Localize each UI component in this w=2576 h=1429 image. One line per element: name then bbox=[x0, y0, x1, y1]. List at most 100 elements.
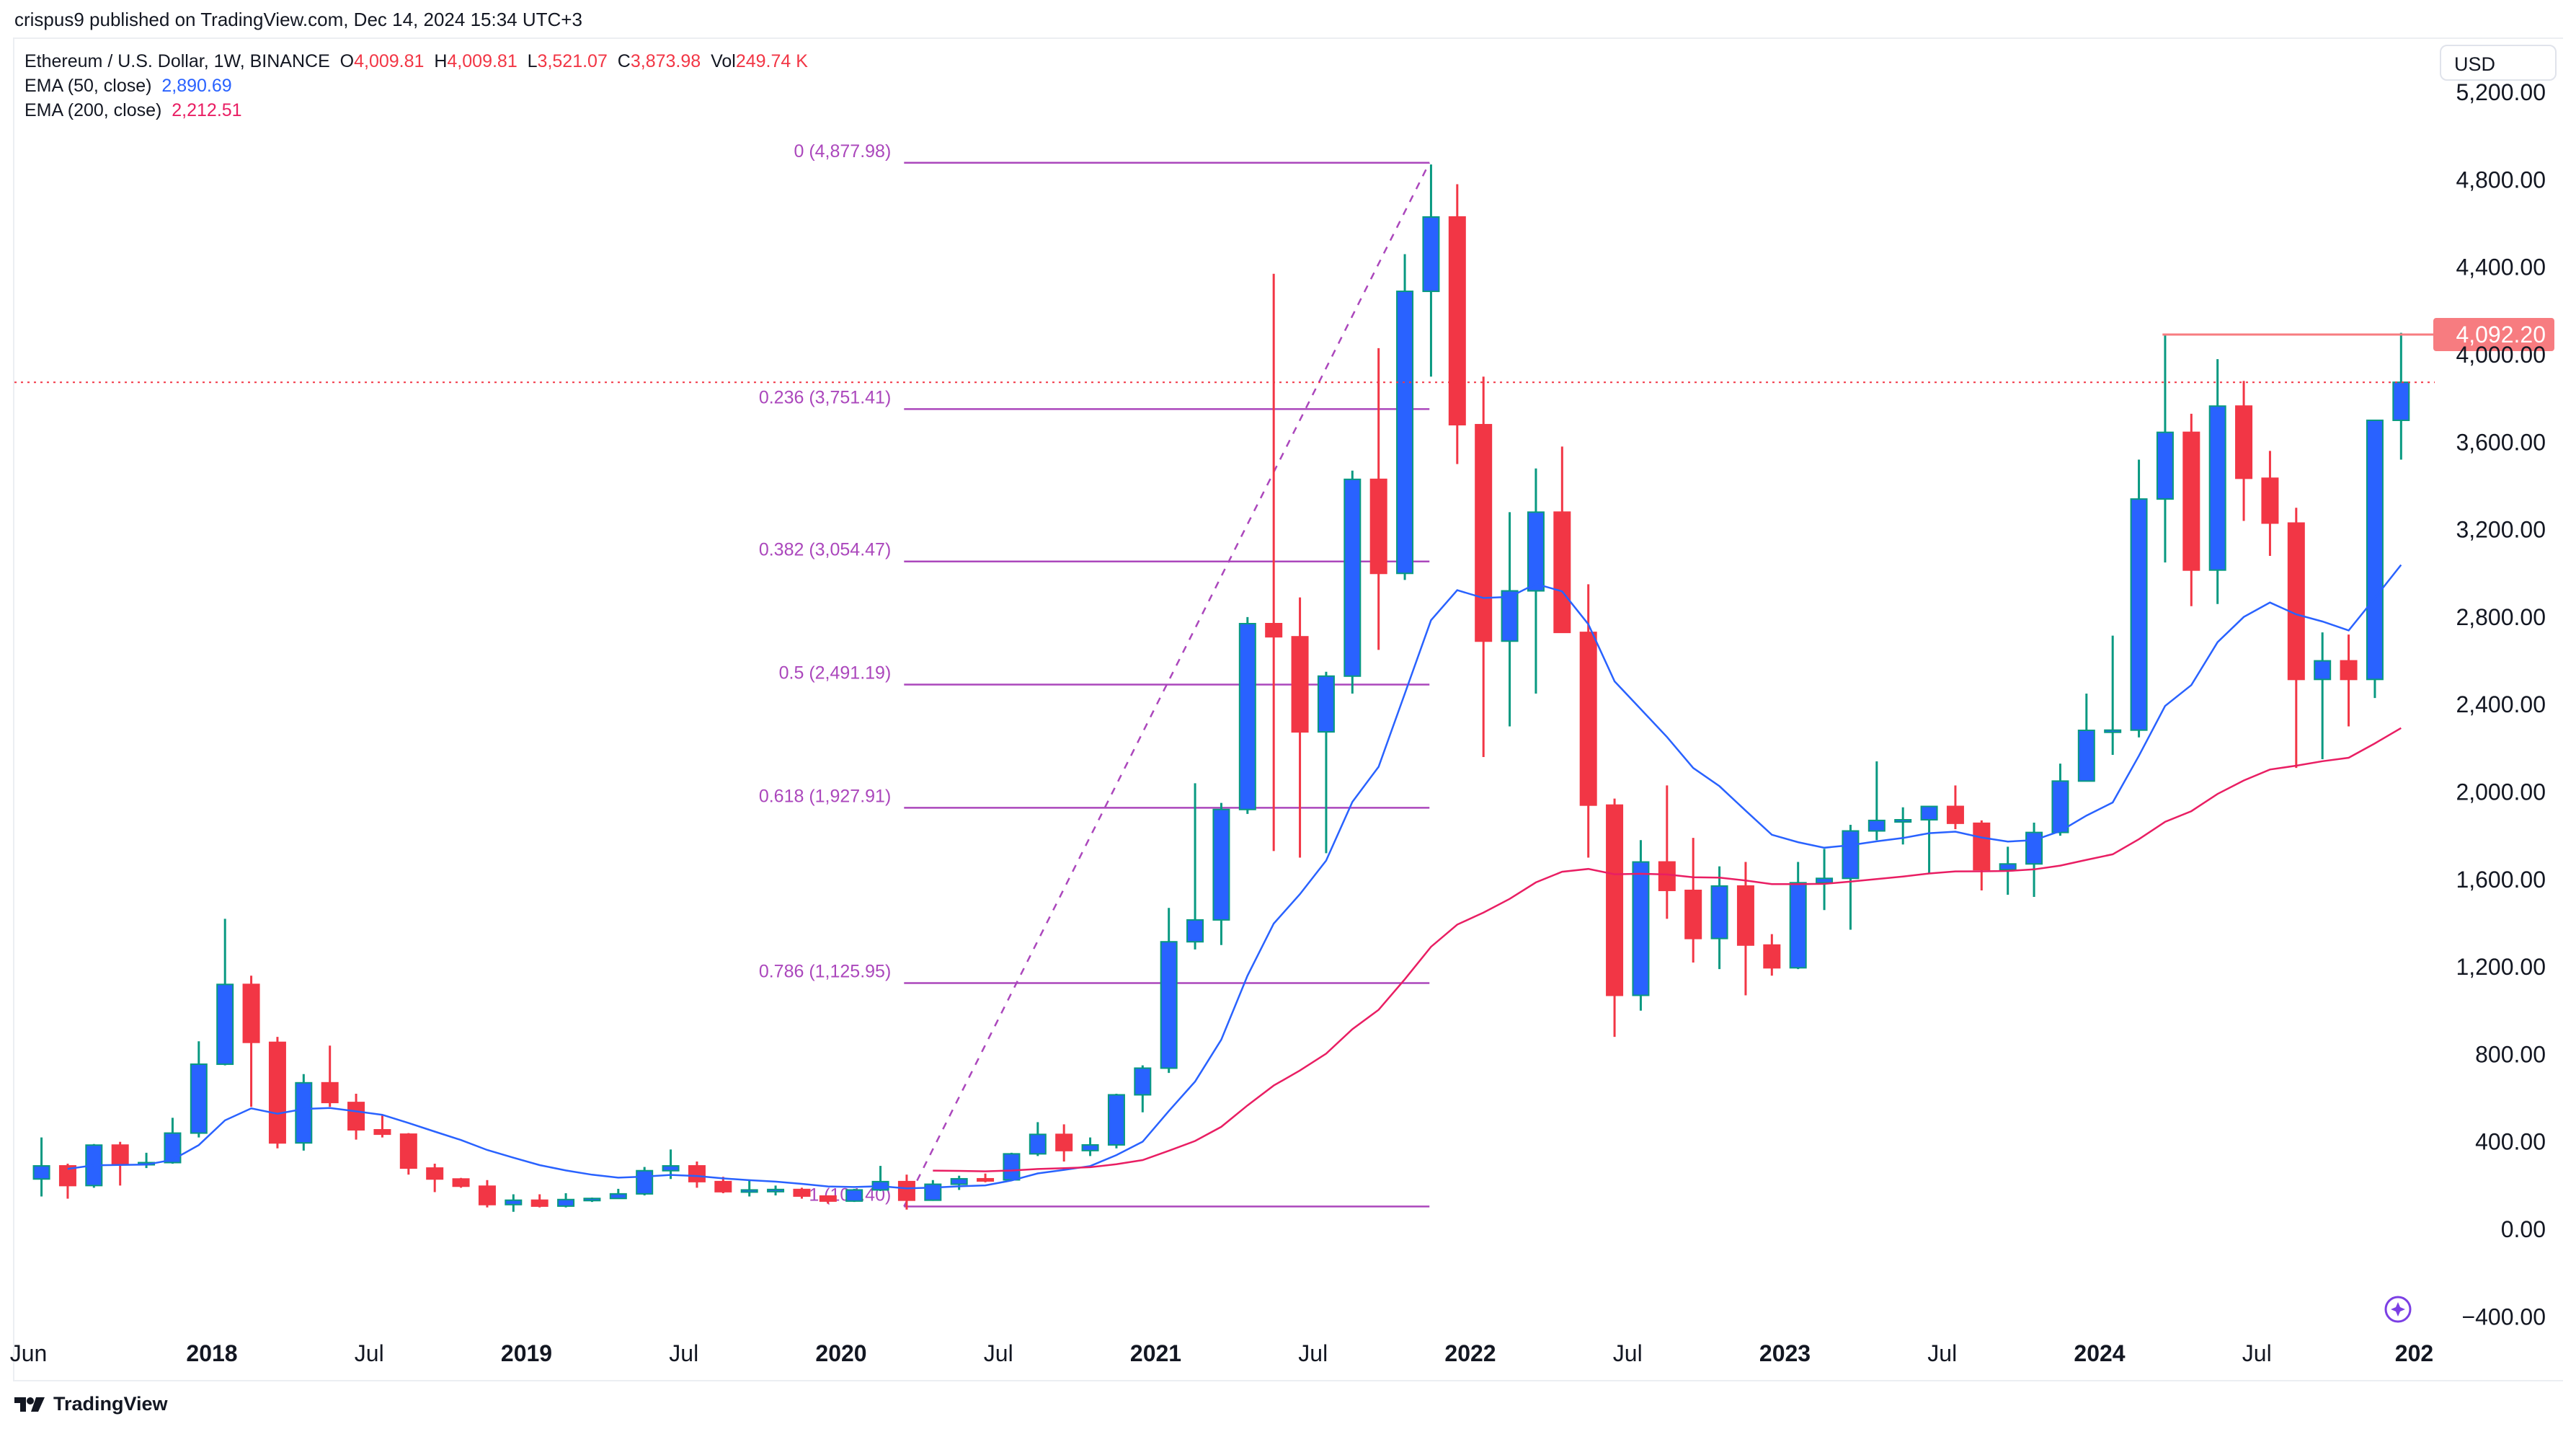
fib-level-label: 0.618 (1,927.91) bbox=[759, 786, 891, 806]
candle-body bbox=[1107, 1094, 1125, 1146]
candle bbox=[1475, 376, 1493, 757]
candle-body bbox=[897, 1180, 915, 1201]
fib-level-label: 0 (4,877.98) bbox=[794, 141, 891, 162]
candle-body bbox=[2235, 405, 2253, 479]
tradingview-logo-text: TradingView bbox=[53, 1393, 168, 1415]
candle-body bbox=[373, 1129, 391, 1136]
candle-body bbox=[2366, 419, 2384, 681]
candle bbox=[321, 1045, 339, 1107]
x-tick-label: Jun bbox=[10, 1340, 48, 1366]
ema50-line bbox=[67, 564, 2402, 1190]
candle-body bbox=[2104, 729, 2122, 733]
candle bbox=[242, 975, 260, 1107]
y-tick-label: 3,600.00 bbox=[2456, 429, 2546, 455]
candle-body bbox=[1763, 944, 1781, 969]
candle bbox=[478, 1180, 496, 1208]
candle bbox=[1212, 802, 1230, 945]
candle bbox=[530, 1194, 548, 1208]
candle-body bbox=[164, 1132, 182, 1164]
compass-icon[interactable] bbox=[2384, 1296, 2412, 1323]
candle-body bbox=[2208, 405, 2226, 571]
ema50-row[interactable]: EMA (50, close) 2,890.69 bbox=[25, 74, 808, 98]
candle-body bbox=[347, 1102, 365, 1131]
candle-body bbox=[1527, 511, 1545, 592]
candle-body bbox=[1396, 291, 1414, 575]
candle bbox=[1710, 866, 1728, 970]
candle-body bbox=[1343, 478, 1362, 677]
currency-button[interactable]: USD bbox=[2440, 45, 2557, 81]
candle bbox=[793, 1187, 811, 1199]
candle-body bbox=[1055, 1133, 1073, 1151]
symbol-row: Ethereum / U.S. Dollar, 1W, BINANCE O4,0… bbox=[25, 49, 808, 74]
ema200-row[interactable]: EMA (200, close) 2,212.51 bbox=[25, 98, 808, 123]
candle-body bbox=[977, 1177, 995, 1182]
candle bbox=[58, 1164, 76, 1199]
chart-frame[interactable] bbox=[13, 37, 2563, 1381]
candle bbox=[2261, 451, 2279, 556]
candle-body bbox=[1973, 822, 1991, 871]
candle-body bbox=[111, 1144, 129, 1165]
fib-level-label: 0.786 (1,125.95) bbox=[759, 962, 891, 982]
candle bbox=[138, 1152, 156, 1169]
candle-body bbox=[2340, 660, 2358, 681]
candle-body bbox=[452, 1178, 470, 1187]
candle-body bbox=[714, 1180, 732, 1193]
candle bbox=[1422, 164, 1440, 377]
candle bbox=[1291, 597, 1309, 858]
candle bbox=[1867, 761, 1886, 841]
candle bbox=[1369, 348, 1387, 650]
candle-body bbox=[1867, 819, 1886, 832]
symbol-name: Ethereum / U.S. Dollar, 1W, BINANCE bbox=[25, 51, 330, 71]
y-tick-label: 0.00 bbox=[2501, 1216, 2546, 1242]
price-axis[interactable]: 5,200.00 4,800.00 4,400.00 4,000.00 3,600.00… bbox=[2456, 79, 2546, 1330]
candle-body bbox=[845, 1189, 863, 1202]
candle-body bbox=[2392, 381, 2410, 421]
candle bbox=[2182, 413, 2200, 606]
candle bbox=[1946, 785, 1964, 830]
candle-body bbox=[688, 1165, 706, 1182]
candle-body bbox=[2182, 431, 2200, 571]
candles bbox=[32, 164, 2410, 1212]
candle bbox=[2366, 419, 2384, 699]
candle-body bbox=[58, 1165, 76, 1187]
candle bbox=[845, 1188, 863, 1203]
candle-body bbox=[295, 1081, 313, 1144]
candle bbox=[1160, 908, 1178, 1074]
candle bbox=[1632, 840, 1650, 1011]
time-axis[interactable]: Jun 2018 Jul 2019 Jul 2020 Jul 2021 Jul 2022 Jul 20… bbox=[10, 1340, 2433, 1366]
candle-body bbox=[530, 1199, 548, 1207]
candle-body bbox=[1632, 861, 1650, 996]
low-label: L bbox=[527, 51, 538, 71]
tradingview-logo[interactable]: TradingView bbox=[14, 1393, 168, 1415]
candle-body bbox=[321, 1081, 339, 1104]
candle-body bbox=[426, 1167, 444, 1180]
candle bbox=[583, 1198, 601, 1203]
candle-body bbox=[1816, 877, 1834, 884]
candle-body bbox=[190, 1063, 208, 1134]
candle-body bbox=[2261, 477, 2279, 524]
candle-body bbox=[557, 1198, 575, 1207]
candle-body bbox=[1317, 675, 1335, 733]
open-label: O bbox=[339, 51, 355, 71]
candle-body bbox=[1186, 919, 1204, 943]
x-tick-label: Jul bbox=[669, 1340, 698, 1366]
ema200-value: 2,212.51 bbox=[172, 100, 242, 120]
resistance-price-badge bbox=[2433, 318, 2554, 352]
candle-body bbox=[1212, 808, 1230, 921]
fib-retracement[interactable]: 0 (4,877.98) 0.236 (3,751.41) 0.382 (3,054… bbox=[759, 141, 1431, 1208]
candle-body bbox=[636, 1169, 654, 1195]
x-tick-label: Jul bbox=[984, 1340, 1013, 1366]
candle bbox=[688, 1161, 706, 1188]
ema200-label: EMA (200, close) bbox=[25, 100, 162, 120]
candle bbox=[164, 1118, 182, 1164]
volume-value: 249.74 K bbox=[735, 51, 808, 71]
candle bbox=[1527, 468, 1545, 694]
y-tick-label: 2,000.00 bbox=[2456, 779, 2546, 805]
candle bbox=[1029, 1122, 1047, 1156]
candle-body bbox=[1422, 216, 1440, 293]
candle bbox=[2287, 508, 2305, 769]
x-tick-label: 202 bbox=[2395, 1340, 2433, 1366]
candle-body bbox=[1029, 1133, 1047, 1155]
candle-body bbox=[1894, 819, 1912, 823]
